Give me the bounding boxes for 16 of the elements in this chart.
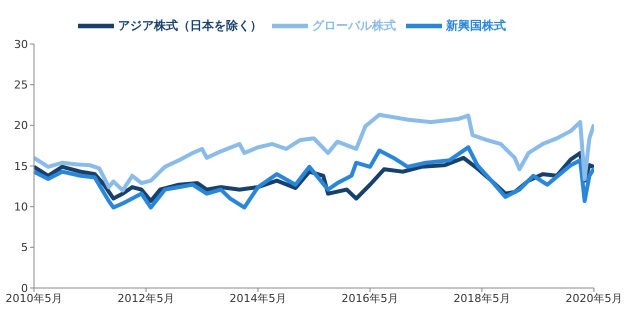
legend-label: グローバル株式 <box>312 18 396 32</box>
line-series <box>34 145 594 210</box>
y-tick-label: 30 <box>14 38 28 51</box>
line-series <box>34 112 594 192</box>
legend-label: 新興国株式 <box>446 18 506 32</box>
y-tick-label: 15 <box>14 160 28 173</box>
legend-label: アジア株式（日本を除く） <box>118 18 262 32</box>
x-tick-label: 2012年5月 <box>118 292 175 305</box>
y-tick-label: 10 <box>14 200 28 214</box>
y-tick-label: 5 <box>21 241 28 254</box>
x-tick-label: 2018年5月 <box>453 292 510 305</box>
x-tick-label: 2016年5月 <box>342 292 399 305</box>
x-tick-label: 2020年5月 <box>566 292 622 305</box>
x-tick-label: 2014年5月 <box>229 292 286 305</box>
y-tick-label: 20 <box>14 119 28 132</box>
y-tick-label: 25 <box>14 78 28 92</box>
